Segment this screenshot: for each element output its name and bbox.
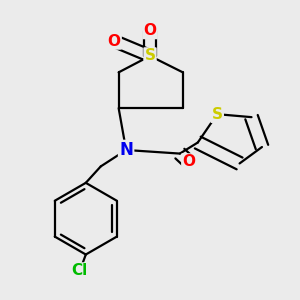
Text: O: O [143, 23, 157, 38]
Text: S: S [145, 48, 155, 63]
Text: Cl: Cl [72, 263, 88, 278]
Text: N: N [119, 141, 133, 159]
Text: O: O [108, 34, 121, 49]
Text: S: S [212, 107, 223, 122]
Text: O: O [182, 154, 195, 169]
Text: S: S [212, 107, 223, 122]
